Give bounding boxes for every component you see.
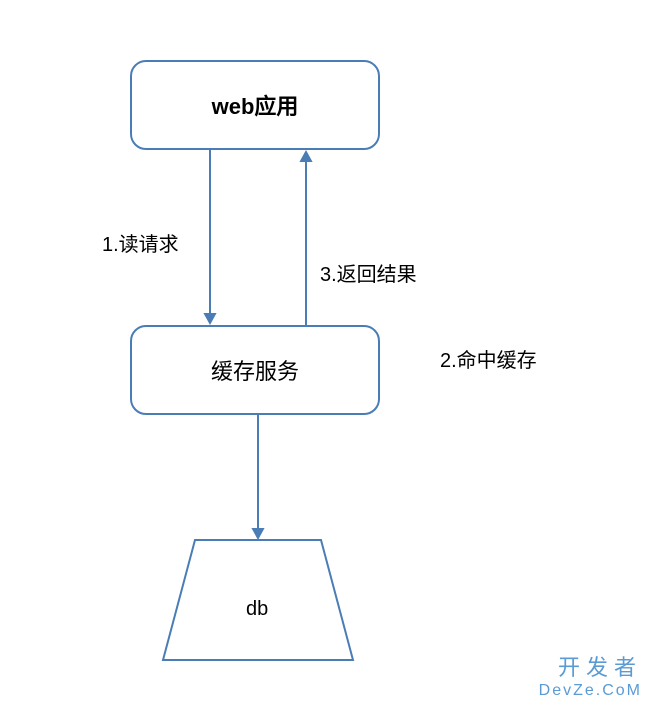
watermark-line2: DevZe.CoM <box>539 682 642 700</box>
edge-arrows <box>0 0 652 706</box>
edge-label-3: 3.返回结果 <box>320 258 417 287</box>
edge-label-1: 1.读请求 <box>102 228 179 257</box>
watermark: 开发者 DevZe.CoM <box>539 650 642 700</box>
watermark-line1: 开发者 <box>539 650 642 682</box>
annotation-hit-cache: 2.命中缓存 <box>440 344 537 373</box>
